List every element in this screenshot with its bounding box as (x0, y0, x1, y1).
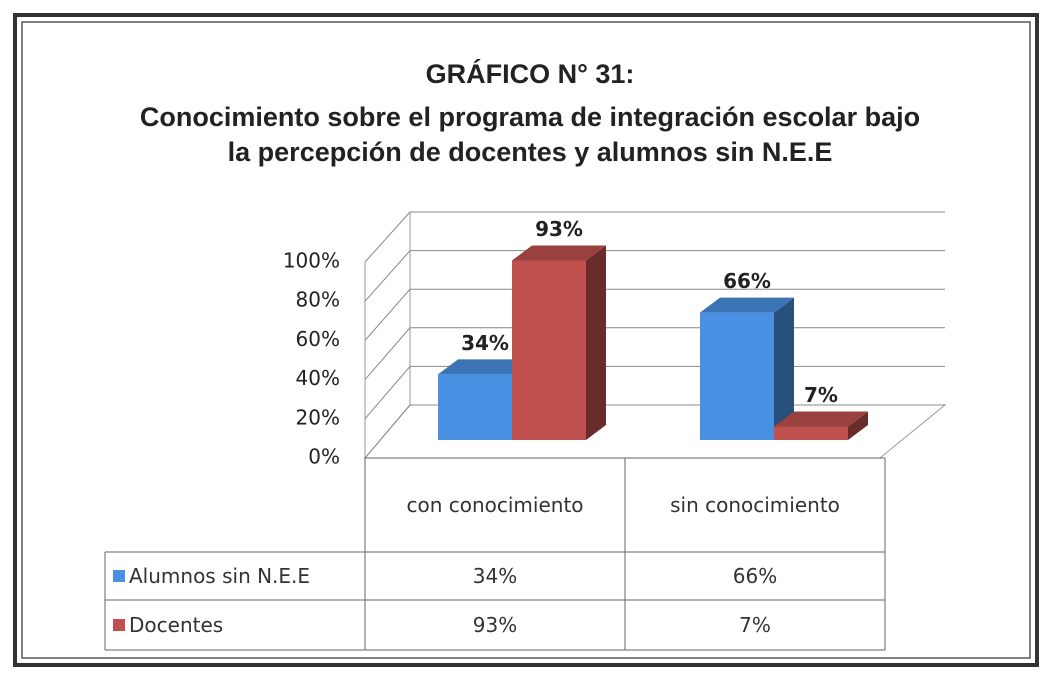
y-tick-label: 0% (308, 445, 340, 469)
legend-swatch (113, 570, 125, 582)
data-label: 66% (723, 269, 771, 293)
bar (512, 260, 586, 440)
bar (774, 426, 848, 440)
grid-line (364, 327, 411, 380)
table-cell: 66% (732, 564, 778, 588)
y-tick-label: 80% (296, 288, 340, 312)
chart-title: GRÁFICO N° 31: (425, 59, 635, 89)
x-tick-label: con conocimiento (406, 493, 584, 517)
frame (13, 13, 1039, 667)
y-tick-label: 100% (283, 249, 340, 273)
bar-top (700, 297, 794, 313)
data-label: 93% (535, 217, 583, 241)
table-cell: 93% (472, 613, 518, 637)
grid-line (364, 250, 411, 302)
x-tick-label: sin conocimiento (670, 493, 840, 517)
bar (700, 312, 774, 440)
chart-subtitle: Conocimiento sobre el programa de integr… (139, 102, 921, 167)
grid-line (364, 404, 411, 459)
table-cell: 34% (472, 564, 518, 588)
data-label: 7% (804, 383, 838, 407)
y-tick-label: 40% (296, 366, 340, 390)
legend-label: Docentes (129, 613, 224, 637)
bar-top (438, 359, 532, 375)
legend-swatch (113, 619, 125, 631)
grid-line (364, 211, 411, 263)
bar-side (586, 245, 606, 440)
grid-line (364, 288, 411, 341)
bar-side (774, 297, 794, 440)
y-tick-label: 20% (296, 405, 340, 429)
bar-side (848, 411, 868, 440)
bar-top (774, 411, 868, 427)
frame-inner (21, 21, 1031, 659)
y-tick-label: 60% (296, 327, 340, 351)
data-label: 34% (461, 331, 509, 355)
grid-line (364, 366, 411, 420)
legend-label: Alumnos sin N.E.E (129, 564, 311, 588)
bar-top (512, 245, 606, 261)
bar (438, 374, 512, 440)
table-cell: 7% (739, 613, 771, 637)
